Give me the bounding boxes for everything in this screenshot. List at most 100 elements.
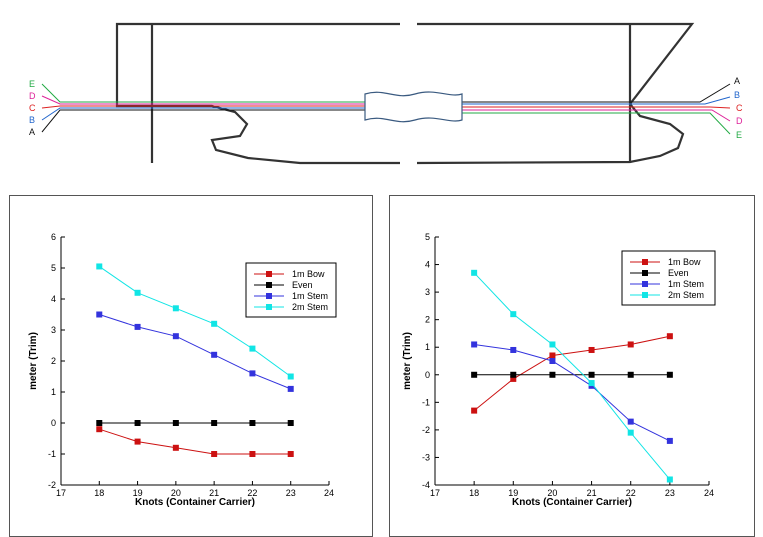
data-point: [96, 426, 103, 433]
y-tick-label: 5: [425, 232, 430, 242]
data-point: [471, 269, 478, 276]
x-axis-title: Knots (Container Carrier): [512, 497, 632, 508]
waterline-label-c-left: C: [29, 103, 36, 113]
legend-box: [621, 250, 716, 306]
legend-marker: [266, 293, 272, 299]
data-point: [172, 444, 179, 451]
legend-marker: [642, 259, 648, 265]
y-tick-label: 2: [425, 315, 430, 325]
data-point: [666, 333, 673, 340]
data-point: [172, 333, 179, 340]
x-tick-label: 23: [286, 488, 296, 498]
legend-marker: [266, 271, 272, 277]
x-tick-label: 22: [626, 488, 636, 498]
x-tick-label: 17: [430, 488, 440, 498]
waterline-label-d-left: D: [29, 91, 36, 101]
x-tick-label: 24: [324, 488, 334, 498]
y-tick-label: -2: [422, 425, 430, 435]
x-tick-label: 21: [209, 488, 219, 498]
y-tick-label: 1: [425, 342, 430, 352]
y-tick-label: 3: [51, 325, 56, 335]
data-point: [666, 437, 673, 444]
data-point: [287, 373, 294, 380]
data-point: [588, 346, 595, 353]
x-tick-label: 18: [94, 488, 104, 498]
waterline-label-e-right: E: [736, 130, 742, 140]
legend-marker: [642, 270, 648, 276]
series-line: [474, 343, 671, 442]
data-point: [588, 380, 595, 387]
x-tick-label: 24: [704, 488, 714, 498]
break-symbol: [364, 91, 463, 123]
data-point: [211, 351, 218, 358]
legend-label: 2m Stem: [668, 290, 704, 300]
data-point: [96, 420, 103, 426]
data-point: [211, 451, 218, 457]
data-point: [249, 420, 256, 426]
data-point: [510, 346, 517, 353]
data-point: [627, 341, 634, 348]
ship-trim-diagram: E D C B A A B C D E: [29, 22, 743, 165]
ship-hull-right: [416, 22, 695, 165]
data-point: [172, 420, 179, 426]
x-tick-label: 23: [665, 488, 675, 498]
data-point: [510, 371, 517, 378]
data-point: [666, 371, 673, 378]
ship-hull-left: [115, 22, 400, 165]
data-point: [549, 358, 556, 364]
waterlines-left: [41, 83, 365, 133]
legend-marker: [642, 292, 648, 298]
data-point: [134, 289, 141, 296]
data-point: [471, 407, 478, 414]
data-point: [549, 341, 556, 348]
data-point: [510, 375, 517, 382]
x-tick-label: 22: [247, 488, 257, 498]
waterline-label-e-left: E: [29, 79, 35, 89]
x-tick-label: 17: [56, 488, 66, 498]
data-point: [134, 420, 141, 426]
legend-label: 1m Stem: [292, 291, 328, 301]
y-tick-label: -1: [48, 449, 56, 459]
y-tick-label: 1: [51, 387, 56, 397]
legend-marker: [266, 282, 272, 288]
x-tick-label: 19: [133, 488, 143, 498]
legend-label: Even: [292, 280, 313, 290]
data-point: [549, 371, 556, 378]
waterlines-right: [460, 83, 731, 135]
x-tick-label: 19: [508, 488, 518, 498]
data-point: [627, 371, 634, 378]
data-point: [627, 418, 634, 425]
waterline-label-c-right: C: [736, 103, 743, 113]
series-line: [99, 266, 292, 377]
waterline-label-d-right: D: [736, 116, 743, 126]
x-tick-label: 20: [171, 488, 181, 498]
data-point: [471, 371, 478, 378]
data-point: [549, 352, 556, 359]
series-line: [473, 272, 671, 480]
data-point: [666, 476, 673, 483]
y-axis-title: meter (Trim): [28, 332, 39, 390]
x-tick-label: 18: [469, 488, 479, 498]
x-tick-label: 21: [587, 488, 597, 498]
chart-frame: [9, 195, 373, 537]
y-tick-label: -4: [422, 480, 430, 490]
waterline-label-b-left: B: [29, 115, 35, 125]
y-tick-label: 0: [51, 418, 56, 428]
series-line: [99, 314, 291, 390]
waterline-label-b-right: B: [734, 90, 740, 100]
legend-label: 1m Bow: [292, 269, 325, 279]
waterline-labels-right: A B C D E: [734, 76, 743, 140]
waterline-labels-left: E D C B A: [29, 79, 36, 137]
y-tick-label: 2: [51, 356, 56, 366]
data-point: [172, 305, 179, 312]
data-point: [287, 451, 294, 457]
legend-marker: [642, 281, 648, 287]
data-point: [249, 370, 256, 377]
data-point: [211, 420, 218, 426]
legend-label: 2m Stem: [292, 302, 328, 312]
series-line: [473, 335, 670, 411]
legend-box: [245, 262, 337, 318]
